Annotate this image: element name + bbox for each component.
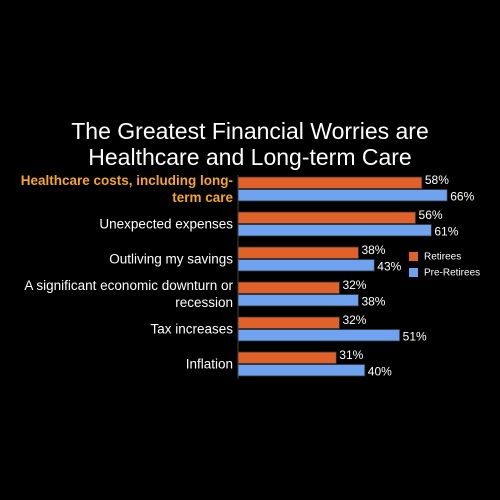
- bar: [237, 364, 366, 377]
- chart-title: The Greatest Financial Worries are Healt…: [71, 118, 429, 170]
- bar: [237, 246, 359, 259]
- category-label: Outliving my savings: [109, 251, 233, 266]
- bar: [237, 316, 340, 329]
- value-label: 40%: [368, 364, 392, 378]
- bar: [237, 351, 337, 364]
- value-label: 51%: [403, 329, 427, 343]
- bar: [237, 281, 340, 294]
- legend-label: Pre-Retirees: [424, 268, 480, 279]
- value-label: 31%: [339, 348, 363, 362]
- value-label: 61%: [434, 224, 458, 238]
- category-label: Healthcare costs, including long-term ca…: [20, 172, 233, 205]
- legend-swatch: [409, 252, 418, 261]
- category-label: A significant economic downturn or reces…: [24, 277, 233, 310]
- category-label: Inflation: [185, 356, 233, 371]
- value-label: 38%: [361, 243, 385, 257]
- value-label: 66%: [450, 189, 474, 203]
- bar: [237, 294, 359, 307]
- value-label: 32%: [342, 278, 366, 292]
- bar: [237, 189, 448, 202]
- legend-label: Retirees: [424, 252, 461, 263]
- category-label: Tax increases: [150, 321, 233, 336]
- value-label: 38%: [361, 294, 385, 308]
- bar: [237, 329, 401, 342]
- value-label: 43%: [377, 259, 401, 273]
- bar: [237, 224, 432, 237]
- category-label: Unexpected expenses: [99, 216, 233, 231]
- value-label: 56%: [419, 208, 443, 222]
- legend-swatch: [409, 268, 418, 277]
- bar: [237, 259, 375, 272]
- value-label: 32%: [342, 313, 366, 327]
- bar: [237, 211, 416, 224]
- value-label: 58%: [425, 173, 449, 187]
- bar: [237, 176, 423, 189]
